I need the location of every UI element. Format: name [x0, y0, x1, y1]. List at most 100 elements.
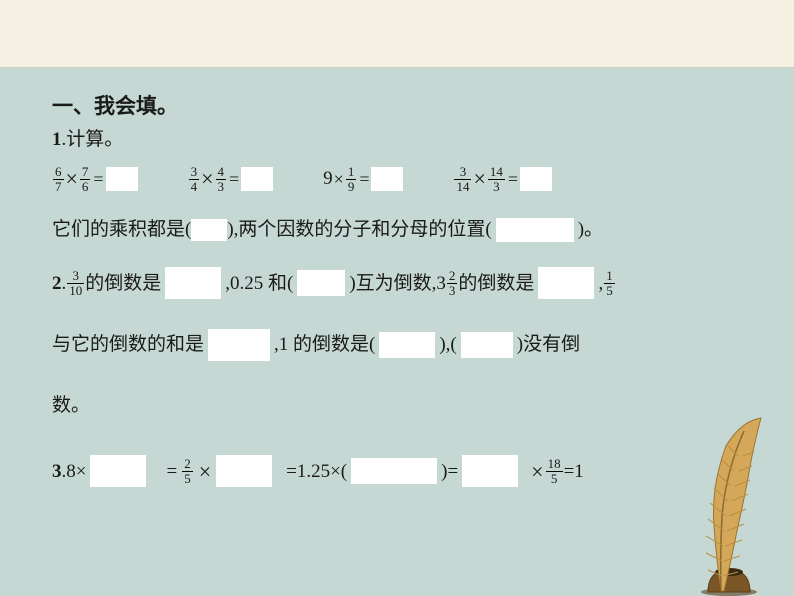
q1-title: 1.计算。 [52, 127, 742, 154]
q3-line: 3 .8× = 2 5 × =1.25×( )= × 18 5 =1 [52, 443, 742, 506]
equals-op: = [508, 167, 518, 192]
numerator: 1 [604, 269, 615, 283]
denominator: 6 [80, 180, 91, 194]
multiply-op: × [334, 167, 344, 192]
fraction: 1 5 [604, 269, 615, 297]
fraction: 18 5 [546, 457, 563, 485]
q2-line3: 数。 [52, 381, 742, 436]
text: .8× [62, 447, 87, 496]
answer-blank[interactable] [351, 458, 437, 484]
text: )= [441, 447, 458, 496]
denominator: 10 [67, 284, 84, 298]
denominator: 5 [604, 284, 615, 298]
answer-blank[interactable] [496, 218, 574, 242]
q1-item-1: 6 7 × 7 6 = [52, 164, 138, 195]
text: ),两个因数的分子和分母的位置( [227, 209, 491, 251]
fraction: 1 9 [346, 165, 357, 193]
text: =1 [564, 447, 584, 496]
denominator: 3 [447, 284, 458, 298]
numerator: 6 [53, 165, 64, 179]
equals-op: = [229, 167, 239, 192]
feather-icon [666, 416, 776, 596]
answer-blank[interactable] [165, 267, 221, 299]
fraction: 3 10 [67, 269, 84, 297]
whole-number: 9 [323, 166, 333, 193]
fraction: 4 3 [216, 165, 227, 193]
q1-desc: 它们的乘积都是( ),两个因数的分子和分母的位置( )。 [52, 209, 742, 251]
text: . [62, 259, 67, 308]
answer-blank[interactable] [297, 270, 345, 296]
q1-number: 1 [52, 129, 62, 150]
denominator: 3 [216, 180, 227, 194]
text: 与它的倒数的和是 [52, 320, 204, 369]
text: )没有倒 [517, 320, 580, 369]
answer-blank[interactable] [520, 167, 552, 191]
q1-item-2: 3 4 × 4 3 = [188, 164, 274, 195]
q1-calc-row: 6 7 × 7 6 = 3 4 × 4 3 [52, 164, 742, 195]
q2-number: 2 [52, 259, 62, 308]
equals-op: = [93, 167, 103, 192]
text: = [166, 447, 177, 496]
numerator: 2 [447, 269, 458, 283]
q3-number: 3 [52, 447, 62, 496]
answer-blank[interactable] [191, 219, 227, 241]
numerator: 3 [458, 165, 469, 179]
answer-blank[interactable] [538, 267, 594, 299]
answer-blank[interactable] [208, 329, 270, 361]
multiply-op: × [531, 443, 543, 500]
text: , [598, 259, 603, 308]
numerator: 1 [346, 165, 357, 179]
answer-blank[interactable] [379, 332, 435, 358]
fraction: 14 3 [488, 165, 505, 193]
numerator: 7 [80, 165, 91, 179]
numerator: 14 [488, 165, 505, 179]
denominator: 3 [491, 180, 502, 194]
text: =1.25×( [286, 447, 347, 496]
answer-blank[interactable] [462, 455, 518, 487]
fraction: 3 4 [189, 165, 200, 193]
answer-blank[interactable] [371, 167, 403, 191]
fraction: 6 7 [53, 165, 64, 193]
text: ,0.25 和( [225, 259, 293, 308]
q1-item-4: 3 14 × 14 3 = [453, 164, 552, 195]
q2-line2: 与它的倒数的和是 ,1 的倒数是( ),( )没有倒 [52, 320, 742, 375]
answer-blank[interactable] [241, 167, 273, 191]
denominator: 9 [346, 180, 357, 194]
text: 它们的乘积都是( [52, 209, 191, 251]
top-band [0, 0, 794, 68]
denominator: 5 [182, 472, 193, 486]
numerator: 2 [182, 457, 193, 471]
answer-blank[interactable] [461, 332, 513, 358]
text: 的倒数是 [85, 259, 161, 308]
denominator: 7 [53, 180, 64, 194]
numerator: 18 [546, 457, 563, 471]
text: 的倒数是 [458, 259, 534, 308]
q2-line1: 2. 3 10 的倒数是 ,0.25 和( )互为倒数,3 2 3 的倒数是 ,… [52, 259, 742, 314]
denominator: 5 [549, 472, 560, 486]
answer-blank[interactable] [216, 455, 272, 487]
fraction: 2 5 [182, 457, 193, 485]
multiply-op: × [201, 164, 213, 195]
denominator: 14 [454, 180, 471, 194]
text: ),( [439, 320, 456, 369]
answer-blank[interactable] [90, 455, 146, 487]
text: )。 [578, 209, 603, 251]
section-title: 一、我会填。 [52, 92, 742, 121]
multiply-op: × [473, 164, 485, 195]
fraction: 7 6 [80, 165, 91, 193]
denominator: 4 [189, 180, 200, 194]
fraction: 3 14 [454, 165, 471, 193]
fraction: 2 3 [447, 269, 458, 297]
answer-blank[interactable] [106, 167, 138, 191]
text: )互为倒数,3 [349, 259, 446, 308]
multiply-op: × [199, 443, 211, 500]
multiply-op: × [66, 164, 78, 195]
numerator: 3 [71, 269, 82, 283]
equals-op: = [359, 167, 369, 192]
text: ,1 的倒数是( [274, 320, 375, 369]
q1-title-text: .计算。 [62, 129, 124, 150]
q1-item-3: 9 × 1 9 = [323, 165, 403, 193]
text: 数。 [52, 381, 90, 430]
numerator: 3 [189, 165, 200, 179]
numerator: 4 [216, 165, 227, 179]
